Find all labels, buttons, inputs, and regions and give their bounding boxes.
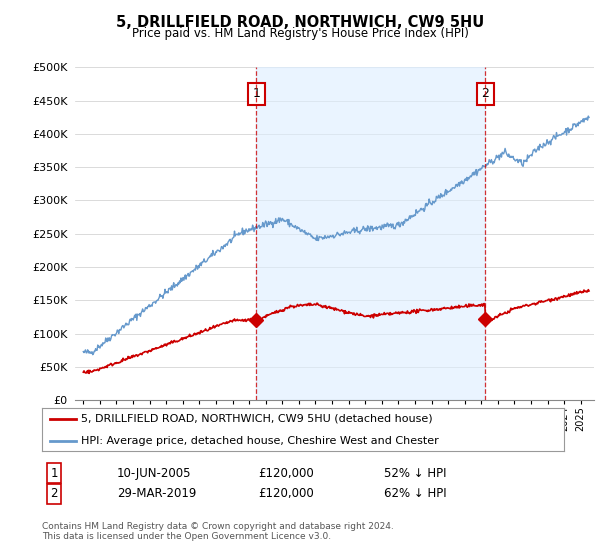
Bar (256, 67, 485, 400)
Text: HPI: Average price, detached house, Cheshire West and Chester: HPI: Average price, detached house, Ches… (81, 436, 439, 446)
Text: £120,000: £120,000 (258, 466, 314, 480)
Text: 5, DRILLFIELD ROAD, NORTHWICH, CW9 5HU: 5, DRILLFIELD ROAD, NORTHWICH, CW9 5HU (116, 15, 484, 30)
Text: 29-MAR-2019: 29-MAR-2019 (117, 487, 196, 501)
Text: 62% ↓ HPI: 62% ↓ HPI (384, 487, 446, 501)
Text: 2: 2 (50, 487, 58, 501)
Text: 1: 1 (50, 466, 58, 480)
Text: Price paid vs. HM Land Registry's House Price Index (HPI): Price paid vs. HM Land Registry's House … (131, 27, 469, 40)
Text: £120,000: £120,000 (258, 487, 314, 501)
Text: 10-JUN-2005: 10-JUN-2005 (117, 466, 191, 480)
Text: 1: 1 (253, 87, 260, 100)
Text: Contains HM Land Registry data © Crown copyright and database right 2024.
This d: Contains HM Land Registry data © Crown c… (42, 522, 394, 542)
Text: 5, DRILLFIELD ROAD, NORTHWICH, CW9 5HU (detached house): 5, DRILLFIELD ROAD, NORTHWICH, CW9 5HU (… (81, 414, 433, 424)
Text: 2: 2 (481, 87, 489, 100)
Text: 52% ↓ HPI: 52% ↓ HPI (384, 466, 446, 480)
